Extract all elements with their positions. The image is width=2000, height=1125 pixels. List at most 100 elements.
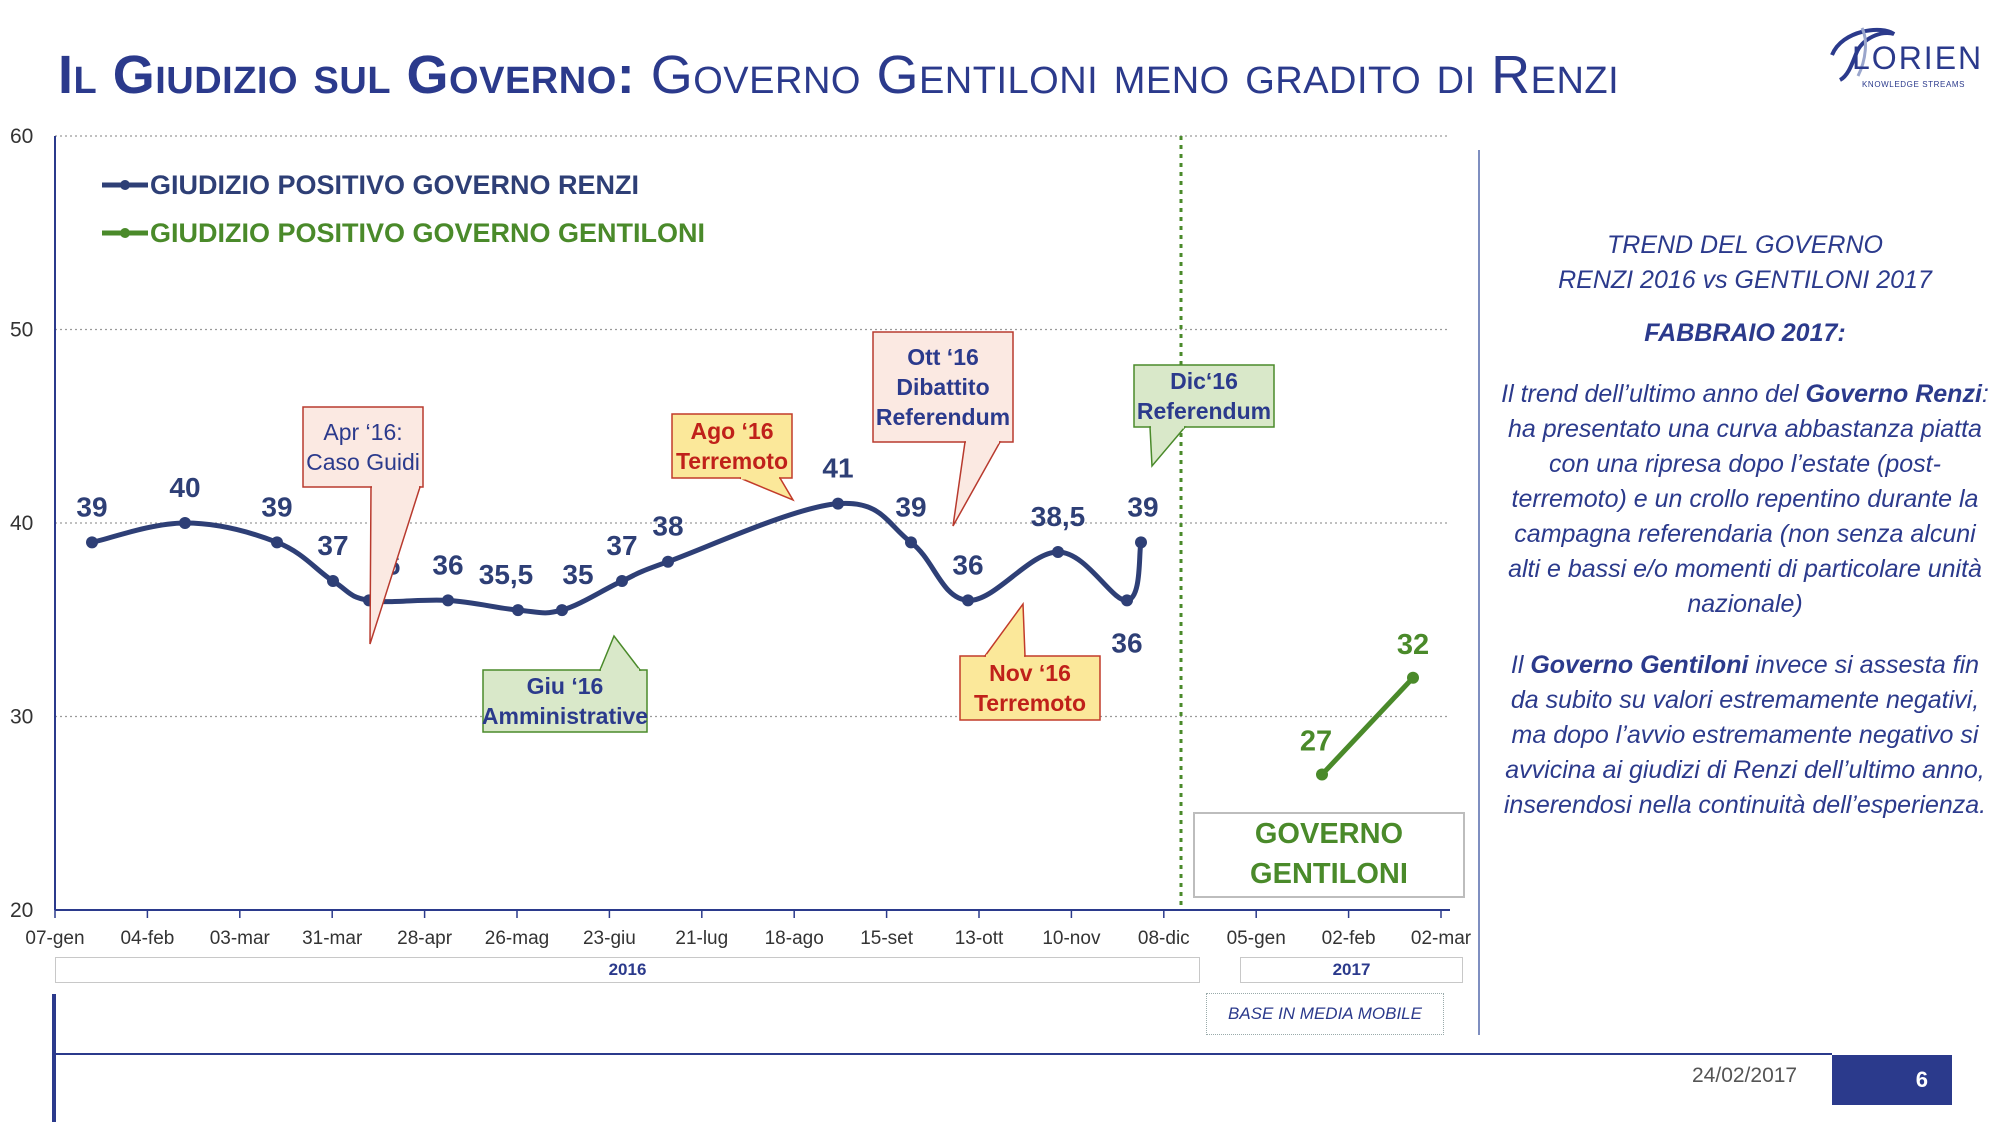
callout-box: Dic‘16 Referendum: [1133, 364, 1275, 468]
y-tick-label: 30: [10, 706, 33, 729]
legend-marker: [120, 180, 130, 190]
side-panel: TREND DEL GOVERNO RENZI 2016 vs GENTILON…: [1495, 228, 1995, 849]
base-note: BASE IN MEDIA MOBILE: [1206, 993, 1444, 1035]
callout-rect: [302, 406, 424, 488]
para2-text-c: invece si assesta fin da subito su valor…: [1503, 651, 1987, 819]
governo-gentiloni-box: GOVERNO GENTILONI: [1193, 812, 1465, 898]
year-label-2016: 2016: [55, 957, 1200, 983]
callout-text: Terremoto: [974, 690, 1086, 716]
callout-pointer: [983, 601, 1026, 657]
gentiloni-data-label: 32: [1397, 629, 1429, 661]
side-subheading-text: FABBRAIO 2017:: [1644, 319, 1846, 347]
line-chart: 20 30 40 50 60 07-gen 04-feb 03-mar 31-mar 28-apr…: [10, 125, 1472, 949]
gentiloni-data-label: 27: [1300, 726, 1332, 758]
x-tick-label: 04-feb: [120, 928, 174, 949]
renzi-data-label: 36: [1111, 627, 1142, 658]
x-tick-label: 15-set: [860, 928, 914, 949]
x-tick-label: 03-mar: [210, 928, 271, 949]
x-tick-label: 05-gen: [1227, 928, 1286, 949]
callout-text: Amministrative: [482, 703, 648, 729]
para1-text-c: : ha presentato una curva abbastanza pia…: [1508, 380, 1989, 618]
side-paragraph-gentiloni: Il Governo Gentiloni invece si assesta f…: [1495, 648, 1995, 823]
renzi-point: [905, 536, 917, 549]
side-paragraph-renzi: Il trend dell’ultimo anno del Governo Re…: [1495, 377, 1995, 622]
renzi-data-label: 39: [261, 491, 292, 522]
legend-label: GIUDIZIO POSITIVO GOVERNO GENTILONI: [150, 218, 705, 248]
renzi-point: [1052, 546, 1064, 559]
logo-subtitle: KNOWLEDGE STREAMS: [1862, 80, 1966, 89]
side-heading-line2: RENZI 2016 vs GENTILONI 2017: [1558, 266, 1932, 294]
x-tick-label: 18-ago: [765, 928, 824, 949]
footer-vertical-bar: [52, 994, 56, 1122]
callout-box: Ago ‘16 Terremoto: [671, 413, 795, 502]
x-tick-label: 23-giu: [583, 928, 636, 949]
callout-pointer: [952, 441, 1002, 527]
renzi-data-label: 41: [822, 453, 853, 484]
page-title: Il Giudizio sul Governo: Governo Gentilo…: [58, 44, 1818, 106]
x-tick-label: 21-lug: [675, 928, 728, 949]
callout-pointer: [369, 486, 422, 645]
callout-text: Dibattito: [896, 374, 989, 400]
x-tick-label: 07-gen: [25, 928, 84, 949]
callout-rect: [872, 331, 1014, 443]
x-tick-label: 28-apr: [397, 928, 453, 949]
gentiloni-line: [1320, 676, 1415, 777]
callout-text: Referendum: [1137, 398, 1271, 424]
callout-text: Ott ‘16: [907, 344, 979, 370]
renzi-point: [179, 517, 191, 529]
renzi-data-label: 38,5: [1031, 501, 1086, 532]
callout-text: Ago ‘16: [690, 418, 773, 444]
callout-rect: [671, 413, 793, 479]
renzi-data-label: 39: [1127, 491, 1158, 522]
gentiloni-point: [1316, 768, 1328, 781]
renzi-point: [616, 575, 628, 588]
callout-box: Ott ‘16 Dibattito Referendum: [872, 331, 1014, 527]
callout-text: Terremoto: [676, 448, 788, 474]
title-bold: Il Giudizio sul Governo:: [58, 45, 636, 105]
callout-rect: [1133, 364, 1275, 428]
callout-text: Referendum: [876, 404, 1010, 430]
callout-rect: [959, 655, 1101, 721]
callout-pointer: [598, 634, 642, 671]
para2-text-bold: Governo Gentiloni: [1530, 651, 1749, 679]
callout-text: Caso Guidi: [306, 449, 420, 475]
panel-divider: [1478, 150, 1480, 1035]
callout-rect: [482, 669, 648, 733]
logo-text: LORIEN: [1852, 40, 1984, 76]
callout-box: Nov ‘16 Terremoto: [959, 601, 1101, 721]
renzi-point: [832, 497, 844, 510]
x-tick-label: 08-dic: [1138, 928, 1190, 949]
x-tick-label: 31-mar: [302, 928, 363, 949]
footer-line: [52, 1053, 1832, 1055]
legend-marker: [120, 228, 130, 238]
renzi-point: [1121, 594, 1133, 607]
renzi-data-label: 39: [76, 491, 107, 522]
renzi-point: [962, 594, 974, 607]
x-tick-label: 26-mag: [485, 928, 549, 949]
renzi-data-label: 35: [562, 559, 593, 590]
renzi-data-label: 36: [432, 549, 463, 580]
para1-text-bold: Governo Renzi: [1805, 380, 1982, 408]
callout-text: Nov ‘16: [989, 660, 1071, 686]
renzi-point: [271, 536, 283, 549]
callout-text: Dic‘16: [1170, 368, 1238, 394]
gov-box-line1: GOVERNO: [1254, 818, 1404, 850]
para1-text-a: Il trend dell’ultimo anno del: [1501, 380, 1806, 408]
renzi-data-label: 39: [895, 491, 926, 522]
title-rest: Governo Gentiloni meno gradito di Renzi: [650, 45, 1620, 105]
renzi-point: [1135, 536, 1147, 549]
renzi-data-label: 36: [952, 549, 983, 580]
gentiloni-point: [1407, 671, 1419, 684]
renzi-point: [327, 575, 339, 588]
renzi-data-label: 35,5: [479, 559, 534, 590]
para2-text-a: Il: [1510, 651, 1531, 679]
renzi-point: [442, 594, 454, 607]
year-label-2017: 2017: [1240, 957, 1463, 983]
callout-box: Giu ‘16 Amministrative: [482, 634, 648, 733]
y-tick-label: 40: [10, 512, 33, 535]
renzi-point: [86, 536, 98, 549]
renzi-point: [512, 604, 524, 617]
x-tick-label: 13-ott: [955, 928, 1004, 949]
x-tick-label: 02-feb: [1322, 928, 1376, 949]
page-number: 6: [1832, 1055, 1952, 1105]
